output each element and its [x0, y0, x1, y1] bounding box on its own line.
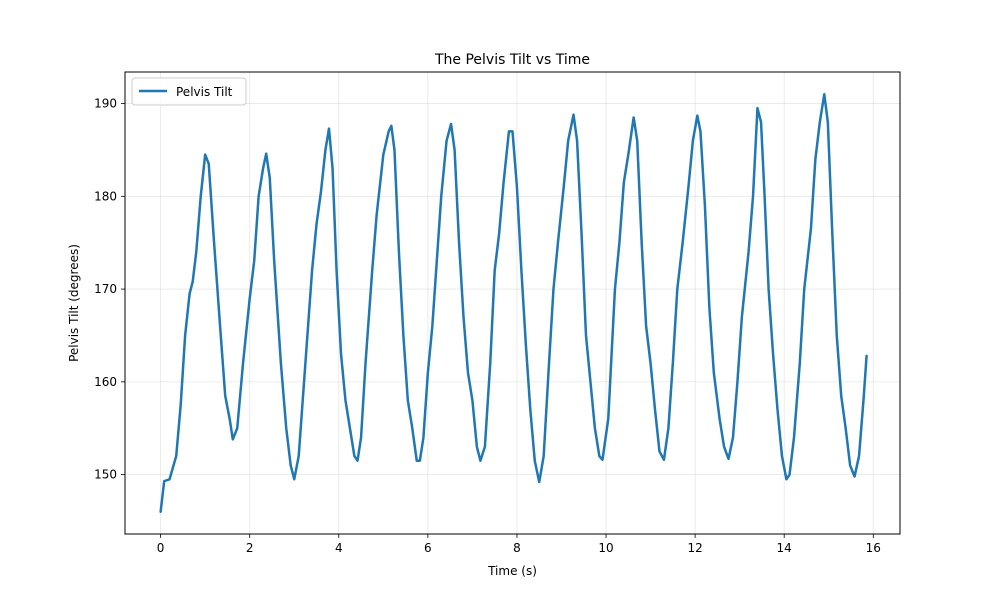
x-tick-label: 16	[866, 541, 881, 555]
y-tick-label: 170	[94, 282, 117, 296]
legend: Pelvis Tilt	[131, 77, 247, 106]
y-tick-label: 160	[94, 375, 117, 389]
legend-label: Pelvis Tilt	[176, 85, 233, 99]
x-tick-label: 6	[424, 541, 432, 555]
x-tick-label: 8	[513, 541, 521, 555]
series-line	[159, 93, 868, 513]
chart-title: The Pelvis Tilt vs Time	[434, 52, 590, 68]
y-axis-title: Pelvis Tilt (degrees)	[67, 244, 81, 362]
x-tick-label: 14	[777, 541, 792, 555]
axis-ticks: 0 2 4 6 8 10 12 14 16 150 160 170 180 190	[94, 97, 881, 555]
x-tick-label: 12	[687, 541, 702, 555]
x-tick-label: 0	[157, 541, 165, 555]
y-tick-label: 180	[94, 189, 117, 203]
x-tick-label: 4	[335, 541, 343, 555]
legend-box	[131, 77, 247, 106]
x-tick-label: 10	[598, 541, 613, 555]
plot-area	[124, 71, 901, 535]
y-tick-label: 150	[94, 468, 117, 482]
y-tick-label: 190	[94, 97, 117, 111]
x-axis-title: Time (s)	[487, 564, 537, 578]
x-tick-label: 2	[246, 541, 254, 555]
series-layer	[159, 93, 868, 513]
